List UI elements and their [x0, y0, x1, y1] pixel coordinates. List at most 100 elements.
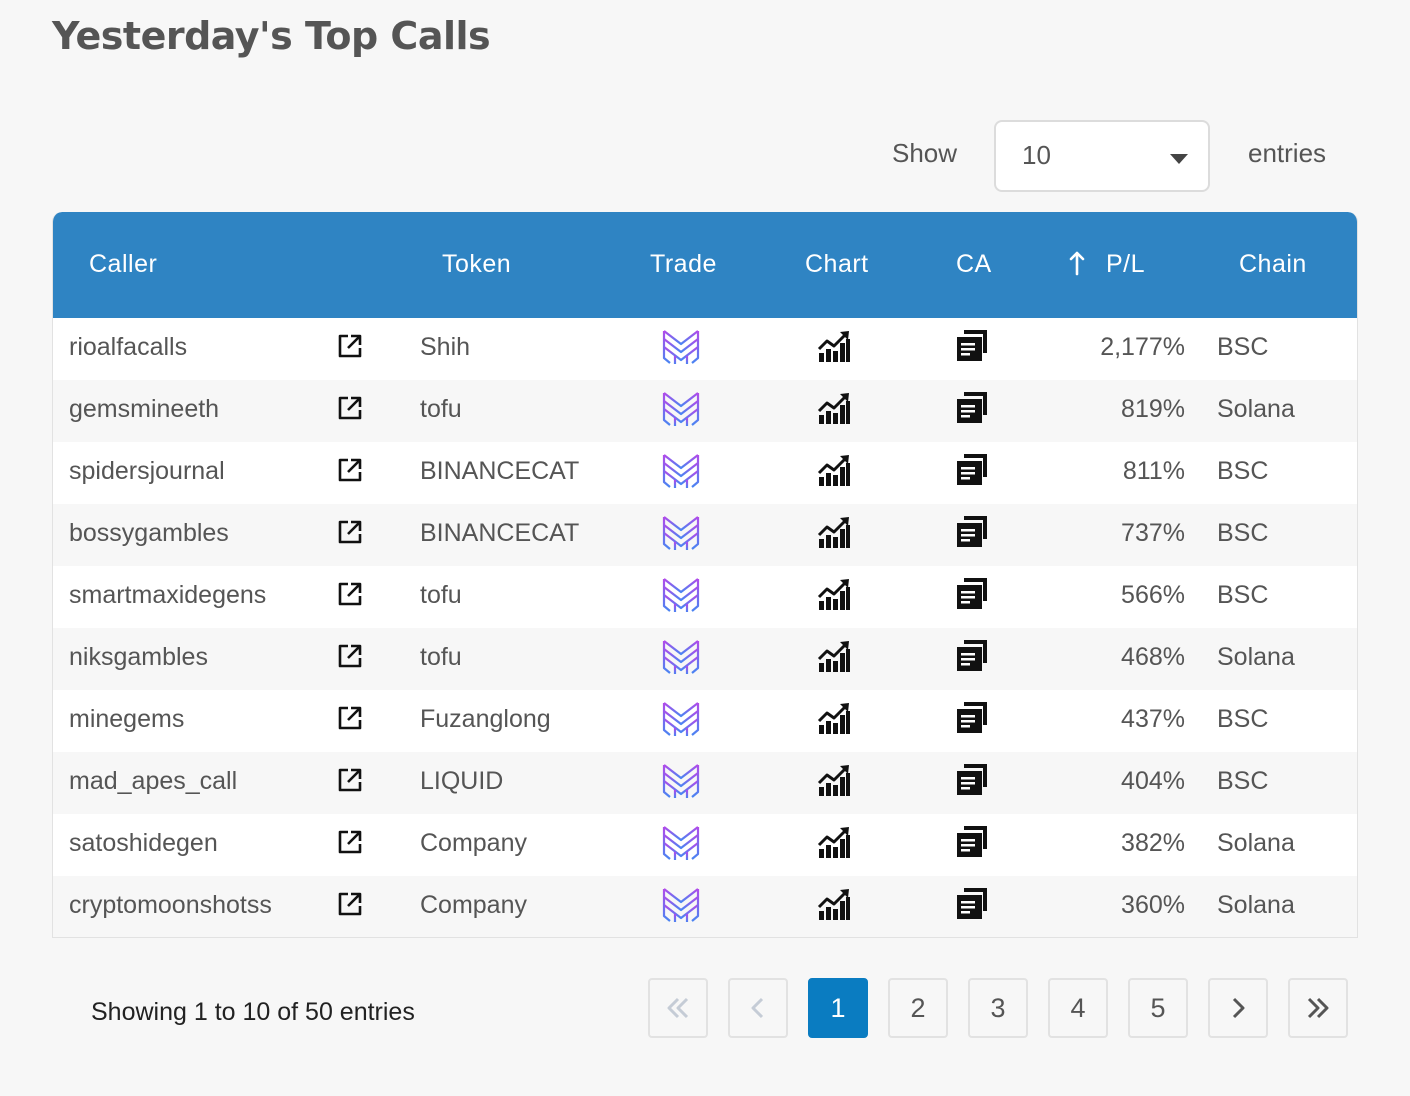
trade-logo-icon[interactable] [661, 390, 701, 428]
caller-name[interactable]: satoshidegen [69, 829, 218, 857]
entries-per-page-select[interactable]: 10 [994, 120, 1210, 192]
trade-logo-icon[interactable] [661, 886, 701, 924]
page-button-1[interactable]: 1 [808, 978, 868, 1038]
trade-logo-icon[interactable] [661, 452, 701, 490]
entries-label: entries [1248, 138, 1327, 168]
page-title: Yesterday's Top Calls [52, 14, 491, 58]
last-page-button[interactable] [1288, 978, 1348, 1038]
table-row: rioalfacalls Shih 2,177% BSC [53, 318, 1357, 380]
page-button-2[interactable]: 2 [888, 978, 948, 1038]
trade-logo-icon[interactable] [661, 700, 701, 738]
chart-icon[interactable] [817, 887, 851, 921]
table-row: spidersjournal BINANCECAT 811% BSC [53, 442, 1357, 504]
external-link-icon[interactable] [337, 891, 363, 917]
double-chevron-right-icon [1307, 997, 1329, 1019]
chevron-left-icon [751, 997, 764, 1019]
caller-name[interactable]: spidersjournal [69, 457, 225, 485]
token-name: BINANCECAT [420, 519, 580, 547]
caret-down-icon [1170, 154, 1188, 164]
pl-value: 737% [1121, 519, 1185, 547]
token-name: tofu [420, 581, 462, 609]
trade-logo-icon[interactable] [661, 514, 701, 552]
copy-icon[interactable] [955, 328, 989, 362]
copy-icon[interactable] [955, 576, 989, 610]
column-header-trade[interactable]: Trade [650, 250, 717, 278]
previous-page-button[interactable] [728, 978, 788, 1038]
page-button-4[interactable]: 4 [1048, 978, 1108, 1038]
external-link-icon[interactable] [337, 519, 363, 545]
copy-icon[interactable] [955, 762, 989, 796]
pl-value: 404% [1121, 767, 1185, 795]
column-header-ca[interactable]: CA [956, 250, 992, 278]
external-link-icon[interactable] [337, 705, 363, 731]
token-name: Company [420, 829, 527, 857]
token-name: Company [420, 891, 527, 919]
copy-icon[interactable] [955, 700, 989, 734]
chain-name: BSC [1217, 581, 1269, 609]
trade-logo-icon[interactable] [661, 824, 701, 862]
caller-name[interactable]: smartmaxidegens [69, 581, 267, 609]
external-link-icon[interactable] [337, 643, 363, 669]
table-row: cryptomoonshotss Company 360% Solana [53, 876, 1357, 937]
trade-logo-icon[interactable] [661, 576, 701, 614]
column-header-token[interactable]: Token [442, 250, 512, 278]
external-link-icon[interactable] [337, 333, 363, 359]
token-name: Shih [420, 333, 471, 361]
entries-length-control: Show 10 entries [0, 120, 1410, 192]
page-button-3[interactable]: 3 [968, 978, 1028, 1038]
column-header-chain[interactable]: Chain [1239, 250, 1307, 278]
trade-logo-icon[interactable] [661, 762, 701, 800]
page-button-5[interactable]: 5 [1128, 978, 1188, 1038]
caller-name[interactable]: rioalfacalls [69, 333, 188, 361]
external-link-icon[interactable] [337, 829, 363, 855]
table-row: gemsmineeth tofu 819% Solana [53, 380, 1357, 442]
copy-icon[interactable] [955, 824, 989, 858]
caller-name[interactable]: bossygambles [69, 519, 229, 547]
sort-arrow-icon[interactable] [1068, 250, 1086, 278]
chain-name: Solana [1217, 643, 1295, 671]
chart-icon[interactable] [817, 391, 851, 425]
chain-name: BSC [1217, 457, 1269, 485]
column-header-chart[interactable]: Chart [805, 250, 869, 278]
trade-logo-icon[interactable] [661, 328, 701, 366]
chain-name: BSC [1217, 519, 1269, 547]
caller-name[interactable]: minegems [69, 705, 185, 733]
pl-value: 360% [1121, 891, 1185, 919]
copy-icon[interactable] [955, 638, 989, 672]
copy-icon[interactable] [955, 514, 989, 548]
first-page-button[interactable] [648, 978, 708, 1038]
chart-icon[interactable] [817, 639, 851, 673]
chain-name: Solana [1217, 829, 1295, 857]
chart-icon[interactable] [817, 453, 851, 487]
chain-name: BSC [1217, 333, 1269, 361]
chart-icon[interactable] [817, 763, 851, 797]
next-page-button[interactable] [1208, 978, 1268, 1038]
table-info: Showing 1 to 10 of 50 entries [91, 998, 415, 1026]
chart-icon[interactable] [817, 329, 851, 363]
chain-name: Solana [1217, 395, 1295, 423]
caller-name[interactable]: gemsmineeth [69, 395, 220, 423]
table-row: satoshidegen Company 382% Solana [53, 814, 1357, 876]
caller-name[interactable]: niksgambles [69, 643, 208, 671]
pl-value: 566% [1121, 581, 1185, 609]
copy-icon[interactable] [955, 886, 989, 920]
caller-name[interactable]: cryptomoonshotss [69, 891, 272, 919]
pl-value: 437% [1121, 705, 1185, 733]
pl-value: 468% [1121, 643, 1185, 671]
chart-icon[interactable] [817, 825, 851, 859]
show-label: Show [892, 138, 958, 168]
chart-icon[interactable] [817, 701, 851, 735]
external-link-icon[interactable] [337, 395, 363, 421]
external-link-icon[interactable] [337, 581, 363, 607]
chart-icon[interactable] [817, 577, 851, 611]
token-name: tofu [420, 395, 462, 423]
external-link-icon[interactable] [337, 767, 363, 793]
external-link-icon[interactable] [337, 457, 363, 483]
copy-icon[interactable] [955, 452, 989, 486]
column-header-caller[interactable]: Caller [89, 250, 158, 278]
copy-icon[interactable] [955, 390, 989, 424]
column-header-pl[interactable]: P/L [1106, 250, 1146, 278]
caller-name[interactable]: mad_apes_call [69, 767, 238, 795]
chart-icon[interactable] [817, 515, 851, 549]
trade-logo-icon[interactable] [661, 638, 701, 676]
